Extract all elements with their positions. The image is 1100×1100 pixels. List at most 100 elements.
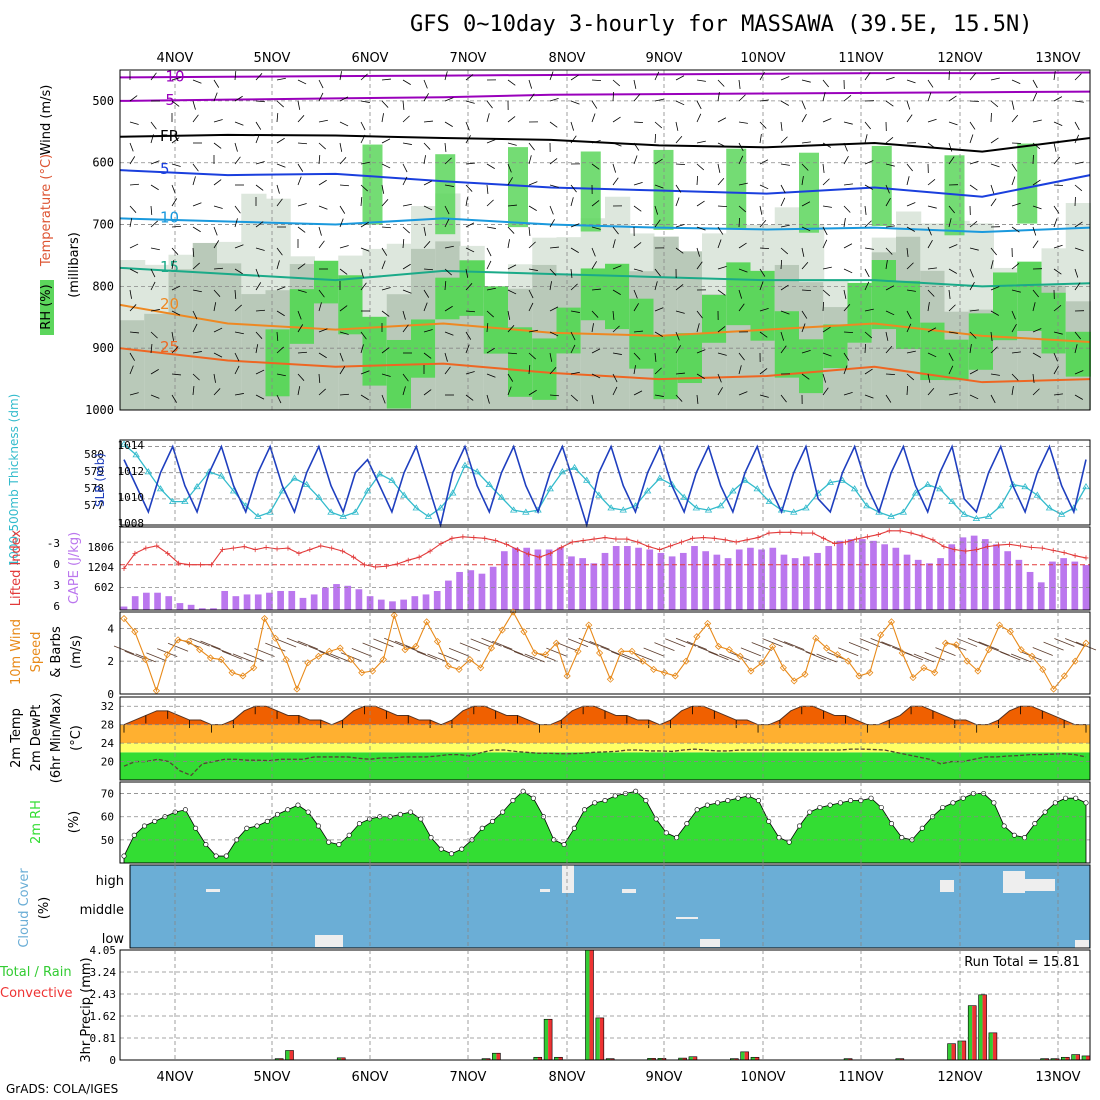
precip-bar-total <box>1044 1058 1049 1060</box>
rh2m-marker <box>305 809 311 815</box>
wind-barb <box>297 324 304 333</box>
thickness-marker <box>181 497 189 505</box>
cape-bar <box>993 544 1000 610</box>
rh2m-marker <box>141 823 147 829</box>
wind-speed-marker <box>531 649 539 657</box>
wind-barb <box>402 310 406 320</box>
rh2m-marker <box>878 804 884 810</box>
wind-speed-marker <box>304 659 312 667</box>
wind-barb <box>486 247 492 257</box>
temp-contour <box>119 71 1091 79</box>
wind-barb <box>192 373 200 381</box>
precip-bar-total <box>734 1058 739 1060</box>
rh2m-marker <box>213 853 219 859</box>
rh2m-marker <box>346 832 352 838</box>
wind-barb <box>423 79 428 89</box>
thickness-marker <box>254 512 262 519</box>
wind-barb <box>759 281 764 291</box>
wind-barb <box>381 226 392 229</box>
wind-barb <box>738 391 748 396</box>
lifted-marker <box>208 562 214 568</box>
wind-barb <box>465 394 474 401</box>
wind-barb <box>696 163 705 171</box>
lifted-marker <box>154 543 160 549</box>
wind-barb-10m <box>416 651 437 660</box>
wind-speed-line <box>123 610 1087 693</box>
cloud-clear-patch <box>562 865 574 893</box>
wind-barb <box>213 240 220 249</box>
cape-bar <box>489 566 497 610</box>
wind-barb-10m <box>513 651 535 660</box>
wind-barb <box>633 205 642 212</box>
wind-barb <box>276 286 286 291</box>
wind-speed-marker <box>747 667 755 675</box>
wind-barb <box>654 219 661 228</box>
wind-barb <box>759 268 766 277</box>
wind-barb <box>1011 289 1021 293</box>
slp-tick: 1014 <box>118 439 145 452</box>
rh2m-axis-label: 2m RH <box>29 800 44 844</box>
rh-shade-green <box>968 313 994 370</box>
wind-barb <box>402 238 405 249</box>
wind-barb <box>129 183 140 186</box>
wind-barb <box>444 184 454 187</box>
precip-bar-rain <box>285 1050 290 1060</box>
wind-barb <box>990 100 999 108</box>
cape-bar <box>422 594 430 610</box>
precip-bar-rain <box>1061 1057 1066 1060</box>
thickness-marker <box>680 493 688 500</box>
wind-speed-marker <box>423 618 431 626</box>
band-yellow <box>120 743 1090 753</box>
wind-barb <box>528 181 538 186</box>
wind-speed-marker <box>714 642 723 651</box>
wind-barb <box>402 373 409 382</box>
precip-bar-total <box>537 1057 542 1060</box>
date-label-bottom: 11NOV <box>838 1070 883 1085</box>
wind-barb <box>360 184 368 192</box>
wind-speed-marker <box>1082 639 1090 647</box>
wind-barb <box>486 184 489 194</box>
temp-contour <box>119 266 1091 288</box>
thickness-marker <box>156 485 165 492</box>
wind-barb <box>549 281 552 291</box>
wind-barb <box>213 226 218 236</box>
rh2m-marker <box>817 804 823 810</box>
wind-barb <box>171 163 181 167</box>
wind-barb <box>297 386 301 396</box>
rh2m-marker <box>704 802 710 808</box>
wind-barb <box>612 265 622 270</box>
wind-barb <box>444 366 451 375</box>
rh-shade-green <box>483 286 509 354</box>
lifted-marker <box>853 536 859 542</box>
temp-units-label: (°C) <box>69 725 84 751</box>
wind-barb <box>444 121 453 127</box>
wind-barb <box>129 95 138 102</box>
cape-bar <box>433 590 441 610</box>
wind10-axis-label-units: (m/s) <box>69 635 84 669</box>
wind-barb <box>822 163 825 173</box>
wind-barb <box>276 394 282 404</box>
wind-barb <box>1053 305 1062 312</box>
wind-barb <box>675 331 680 341</box>
band-green <box>120 752 1090 780</box>
precip-bar-total <box>1054 1058 1059 1060</box>
rh2m-marker <box>295 802 301 808</box>
wind-barb <box>297 351 308 354</box>
wind-barb <box>801 79 811 83</box>
wind-barb <box>990 247 997 256</box>
lifted-tick: -3 <box>47 537 60 550</box>
rh2m-tick: 50 <box>101 834 114 847</box>
wind-barb <box>906 247 909 257</box>
rh-shade-green <box>896 280 922 350</box>
cloud-clear-patch <box>1025 879 1055 891</box>
wind-barb <box>801 261 809 270</box>
wind-speed-marker <box>120 614 128 623</box>
wind-barb <box>591 373 601 379</box>
wind-barb <box>528 302 534 312</box>
wind-barb <box>1074 161 1084 165</box>
wind-barb <box>192 351 202 354</box>
wind-barb <box>465 283 473 291</box>
wind-barb <box>213 92 218 102</box>
cape-bar <box>679 552 687 610</box>
wind-barb <box>339 331 349 335</box>
